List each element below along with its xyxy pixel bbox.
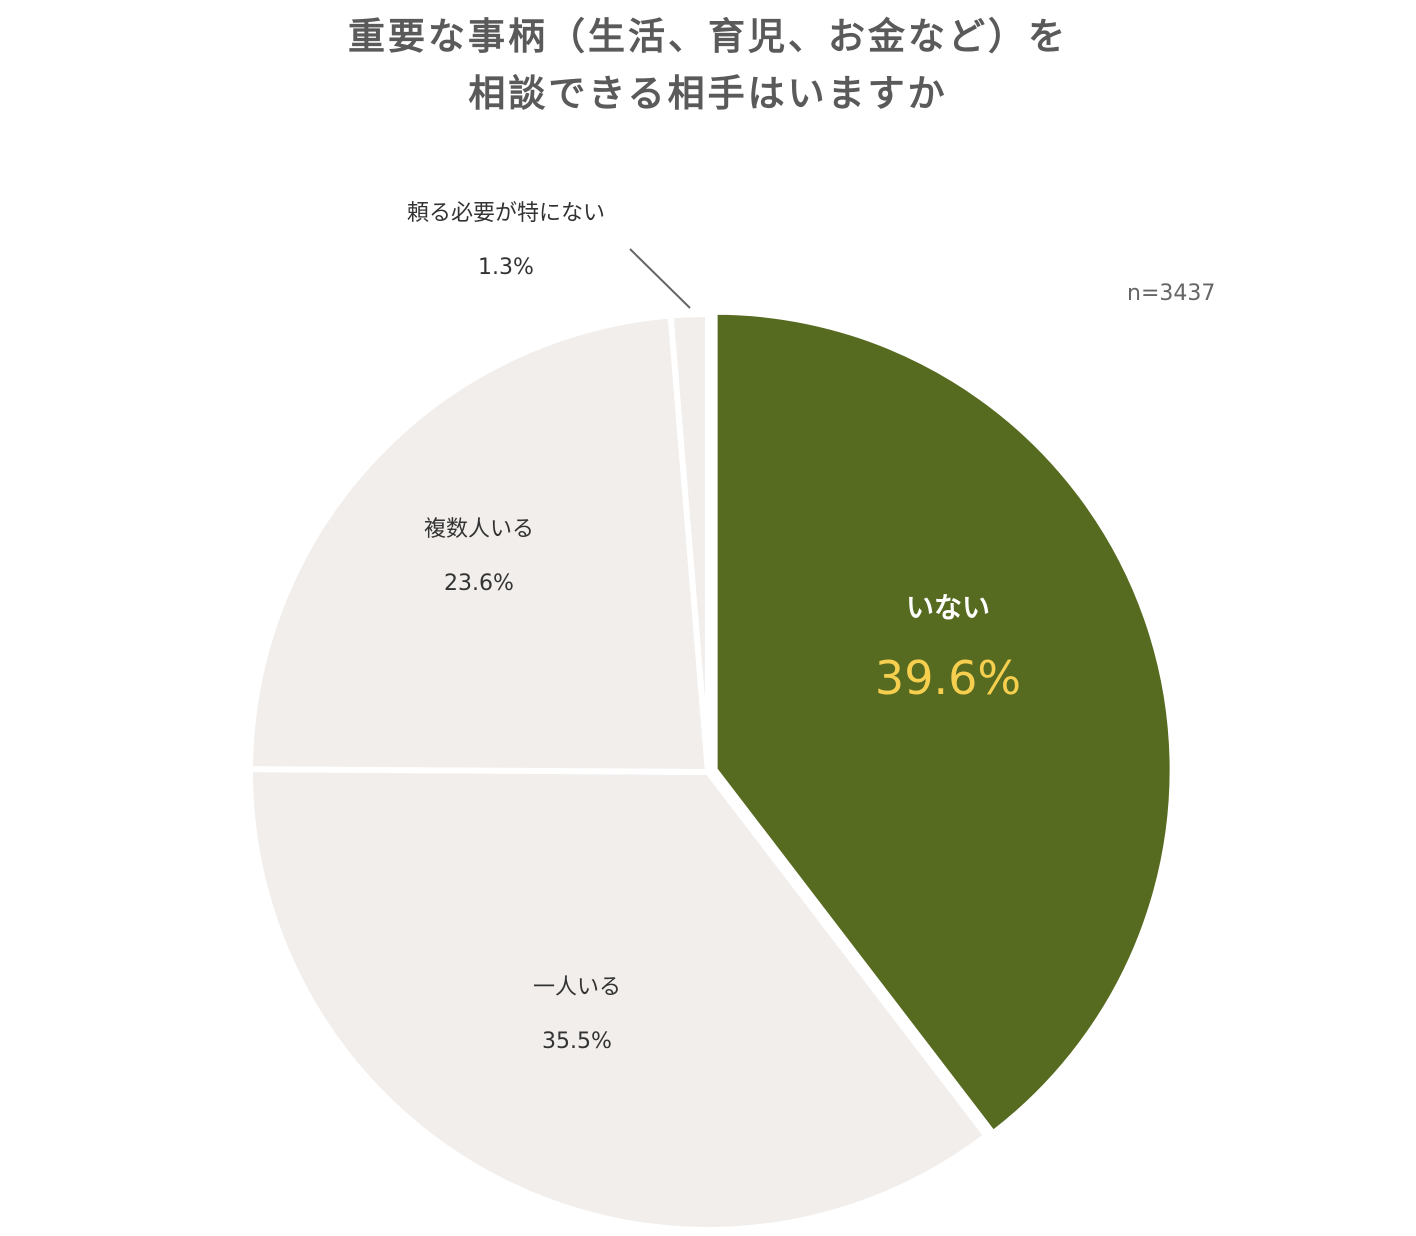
sample-size-label: n=3437 (1127, 281, 1216, 306)
slice-label-no-need: 頼る必要が特にない 1.3% (407, 199, 605, 283)
chart-title: 重要な事柄（生活、育児、お金など）を 相談できる相手はいますか (0, 8, 1416, 122)
slice-one-person (247, 766, 991, 1233)
leader-line-no-need (629, 248, 691, 309)
slice-label-multiple: 複数人いる 23.6% (424, 515, 534, 599)
chart-title-line-1: 重要な事柄（生活、育児、お金など）を (348, 15, 1068, 58)
slice-label-nobody-value: 39.6% (874, 651, 1022, 705)
slice-multiple (246, 312, 712, 776)
slice-label-no-need-name: 頼る必要が特にない (406, 201, 606, 226)
slice-label-nobody-name: いない (905, 591, 991, 624)
slice-label-one-person-value: 35.5% (542, 1029, 612, 1054)
slice-no-need (667, 310, 711, 773)
slice-label-nobody: いない 39.6% (875, 590, 1021, 706)
chart-title-line-2: 相談できる相手はいますか (468, 72, 948, 115)
slice-label-multiple-value: 23.6% (444, 571, 514, 596)
slice-label-one-person: 一人いる 35.5% (533, 973, 621, 1057)
slice-label-multiple-name: 複数人いる (423, 517, 535, 542)
pie-slices (246, 308, 1176, 1233)
slice-label-one-person-name: 一人いる (532, 975, 622, 1000)
slice-nobody (711, 308, 1176, 1138)
slice-label-no-need-value: 1.3% (478, 255, 534, 280)
